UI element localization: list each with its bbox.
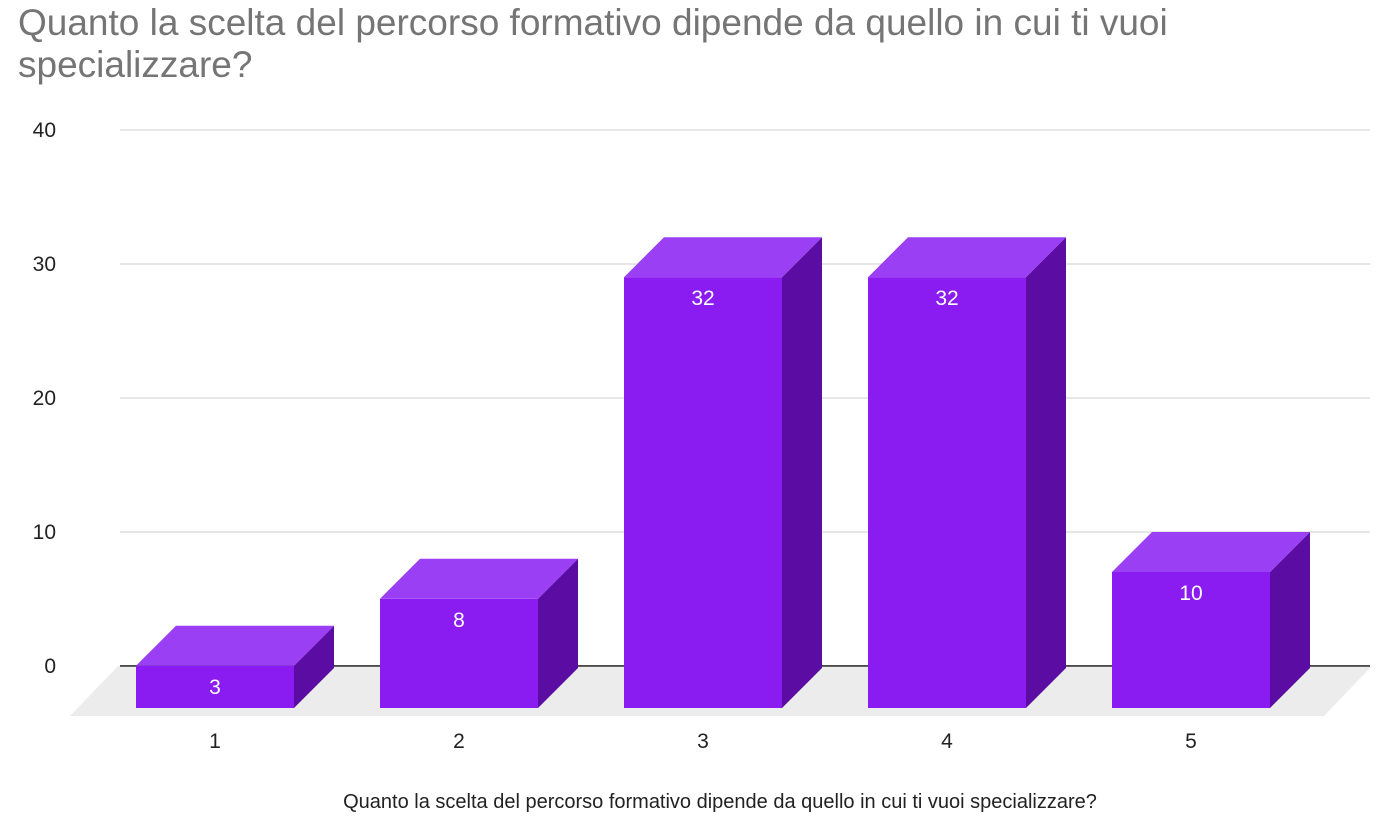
x-axis-ticks: 1 2 3 4 5 <box>209 730 1197 753</box>
bar-front-face <box>1112 572 1270 708</box>
bar: 32 <box>868 237 1066 708</box>
bar: 8 <box>380 558 578 708</box>
bar-front-face <box>624 277 782 708</box>
bar: 32 <box>624 237 822 708</box>
bars: 3 8 32 32 10 <box>136 237 1310 708</box>
y-tick-label: 20 <box>33 387 56 410</box>
x-tick-label: 4 <box>941 730 953 753</box>
bar-top-face <box>380 558 578 599</box>
bar: 10 <box>1112 532 1310 708</box>
bar-front-face <box>136 665 294 708</box>
data-label: 10 <box>1179 582 1202 605</box>
bar-side-face <box>1026 237 1066 708</box>
x-axis-title: Quanto la scelta del percorso formativo … <box>343 791 1097 813</box>
x-tick-label: 1 <box>209 730 221 753</box>
y-axis-ticks: 0 10 20 30 40 <box>33 119 56 678</box>
bar-side-face <box>294 625 334 708</box>
bar-side-face <box>538 558 578 708</box>
bar-front-face <box>868 277 1026 708</box>
data-label: 3 <box>209 676 221 699</box>
x-tick-label: 5 <box>1185 730 1197 753</box>
x-tick-label: 2 <box>453 730 465 753</box>
bar: 3 <box>136 625 334 708</box>
bar-top-face <box>868 237 1066 278</box>
x-tick-label: 3 <box>697 730 709 753</box>
y-tick-label: 30 <box>33 253 56 276</box>
y-tick-label: 40 <box>33 119 56 142</box>
chart-title: Quanto la scelta del percorso formativo … <box>18 2 1168 85</box>
bar-side-face <box>1270 532 1310 708</box>
bar-top-face <box>624 237 822 278</box>
y-tick-label: 0 <box>44 655 56 678</box>
data-label: 32 <box>935 287 958 310</box>
data-label: 8 <box>453 609 465 632</box>
y-tick-label: 10 <box>33 521 56 544</box>
bar-side-face <box>782 237 822 708</box>
bar-front-face <box>380 598 538 708</box>
bar-top-face <box>136 625 334 666</box>
bar-top-face <box>1112 532 1310 572</box>
data-label: 32 <box>691 287 714 310</box>
